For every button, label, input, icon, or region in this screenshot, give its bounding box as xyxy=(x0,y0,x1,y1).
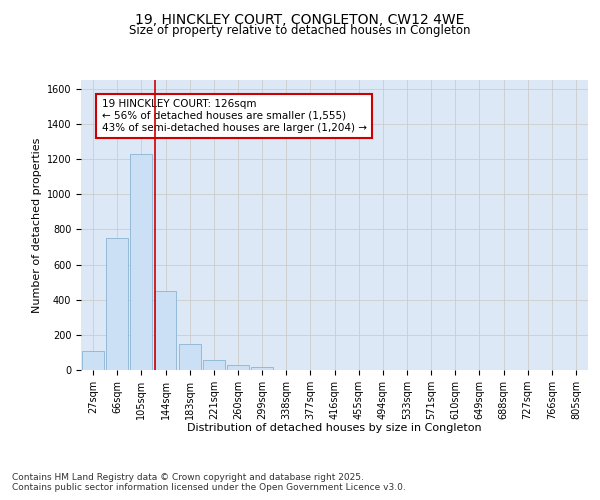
Bar xyxy=(227,364,249,370)
Text: 19 HINCKLEY COURT: 126sqm
← 56% of detached houses are smaller (1,555)
43% of se: 19 HINCKLEY COURT: 126sqm ← 56% of detac… xyxy=(101,100,367,132)
Text: 19, HINCKLEY COURT, CONGLETON, CW12 4WE: 19, HINCKLEY COURT, CONGLETON, CW12 4WE xyxy=(136,12,464,26)
Bar xyxy=(179,344,200,370)
Text: Size of property relative to detached houses in Congleton: Size of property relative to detached ho… xyxy=(129,24,471,37)
Y-axis label: Number of detached properties: Number of detached properties xyxy=(32,138,43,312)
Bar xyxy=(155,291,176,370)
Bar xyxy=(203,360,224,370)
Bar xyxy=(82,350,104,370)
Bar xyxy=(106,238,128,370)
Bar xyxy=(251,368,273,370)
Text: Contains HM Land Registry data © Crown copyright and database right 2025.
Contai: Contains HM Land Registry data © Crown c… xyxy=(12,472,406,492)
Bar xyxy=(130,154,152,370)
X-axis label: Distribution of detached houses by size in Congleton: Distribution of detached houses by size … xyxy=(187,424,482,434)
